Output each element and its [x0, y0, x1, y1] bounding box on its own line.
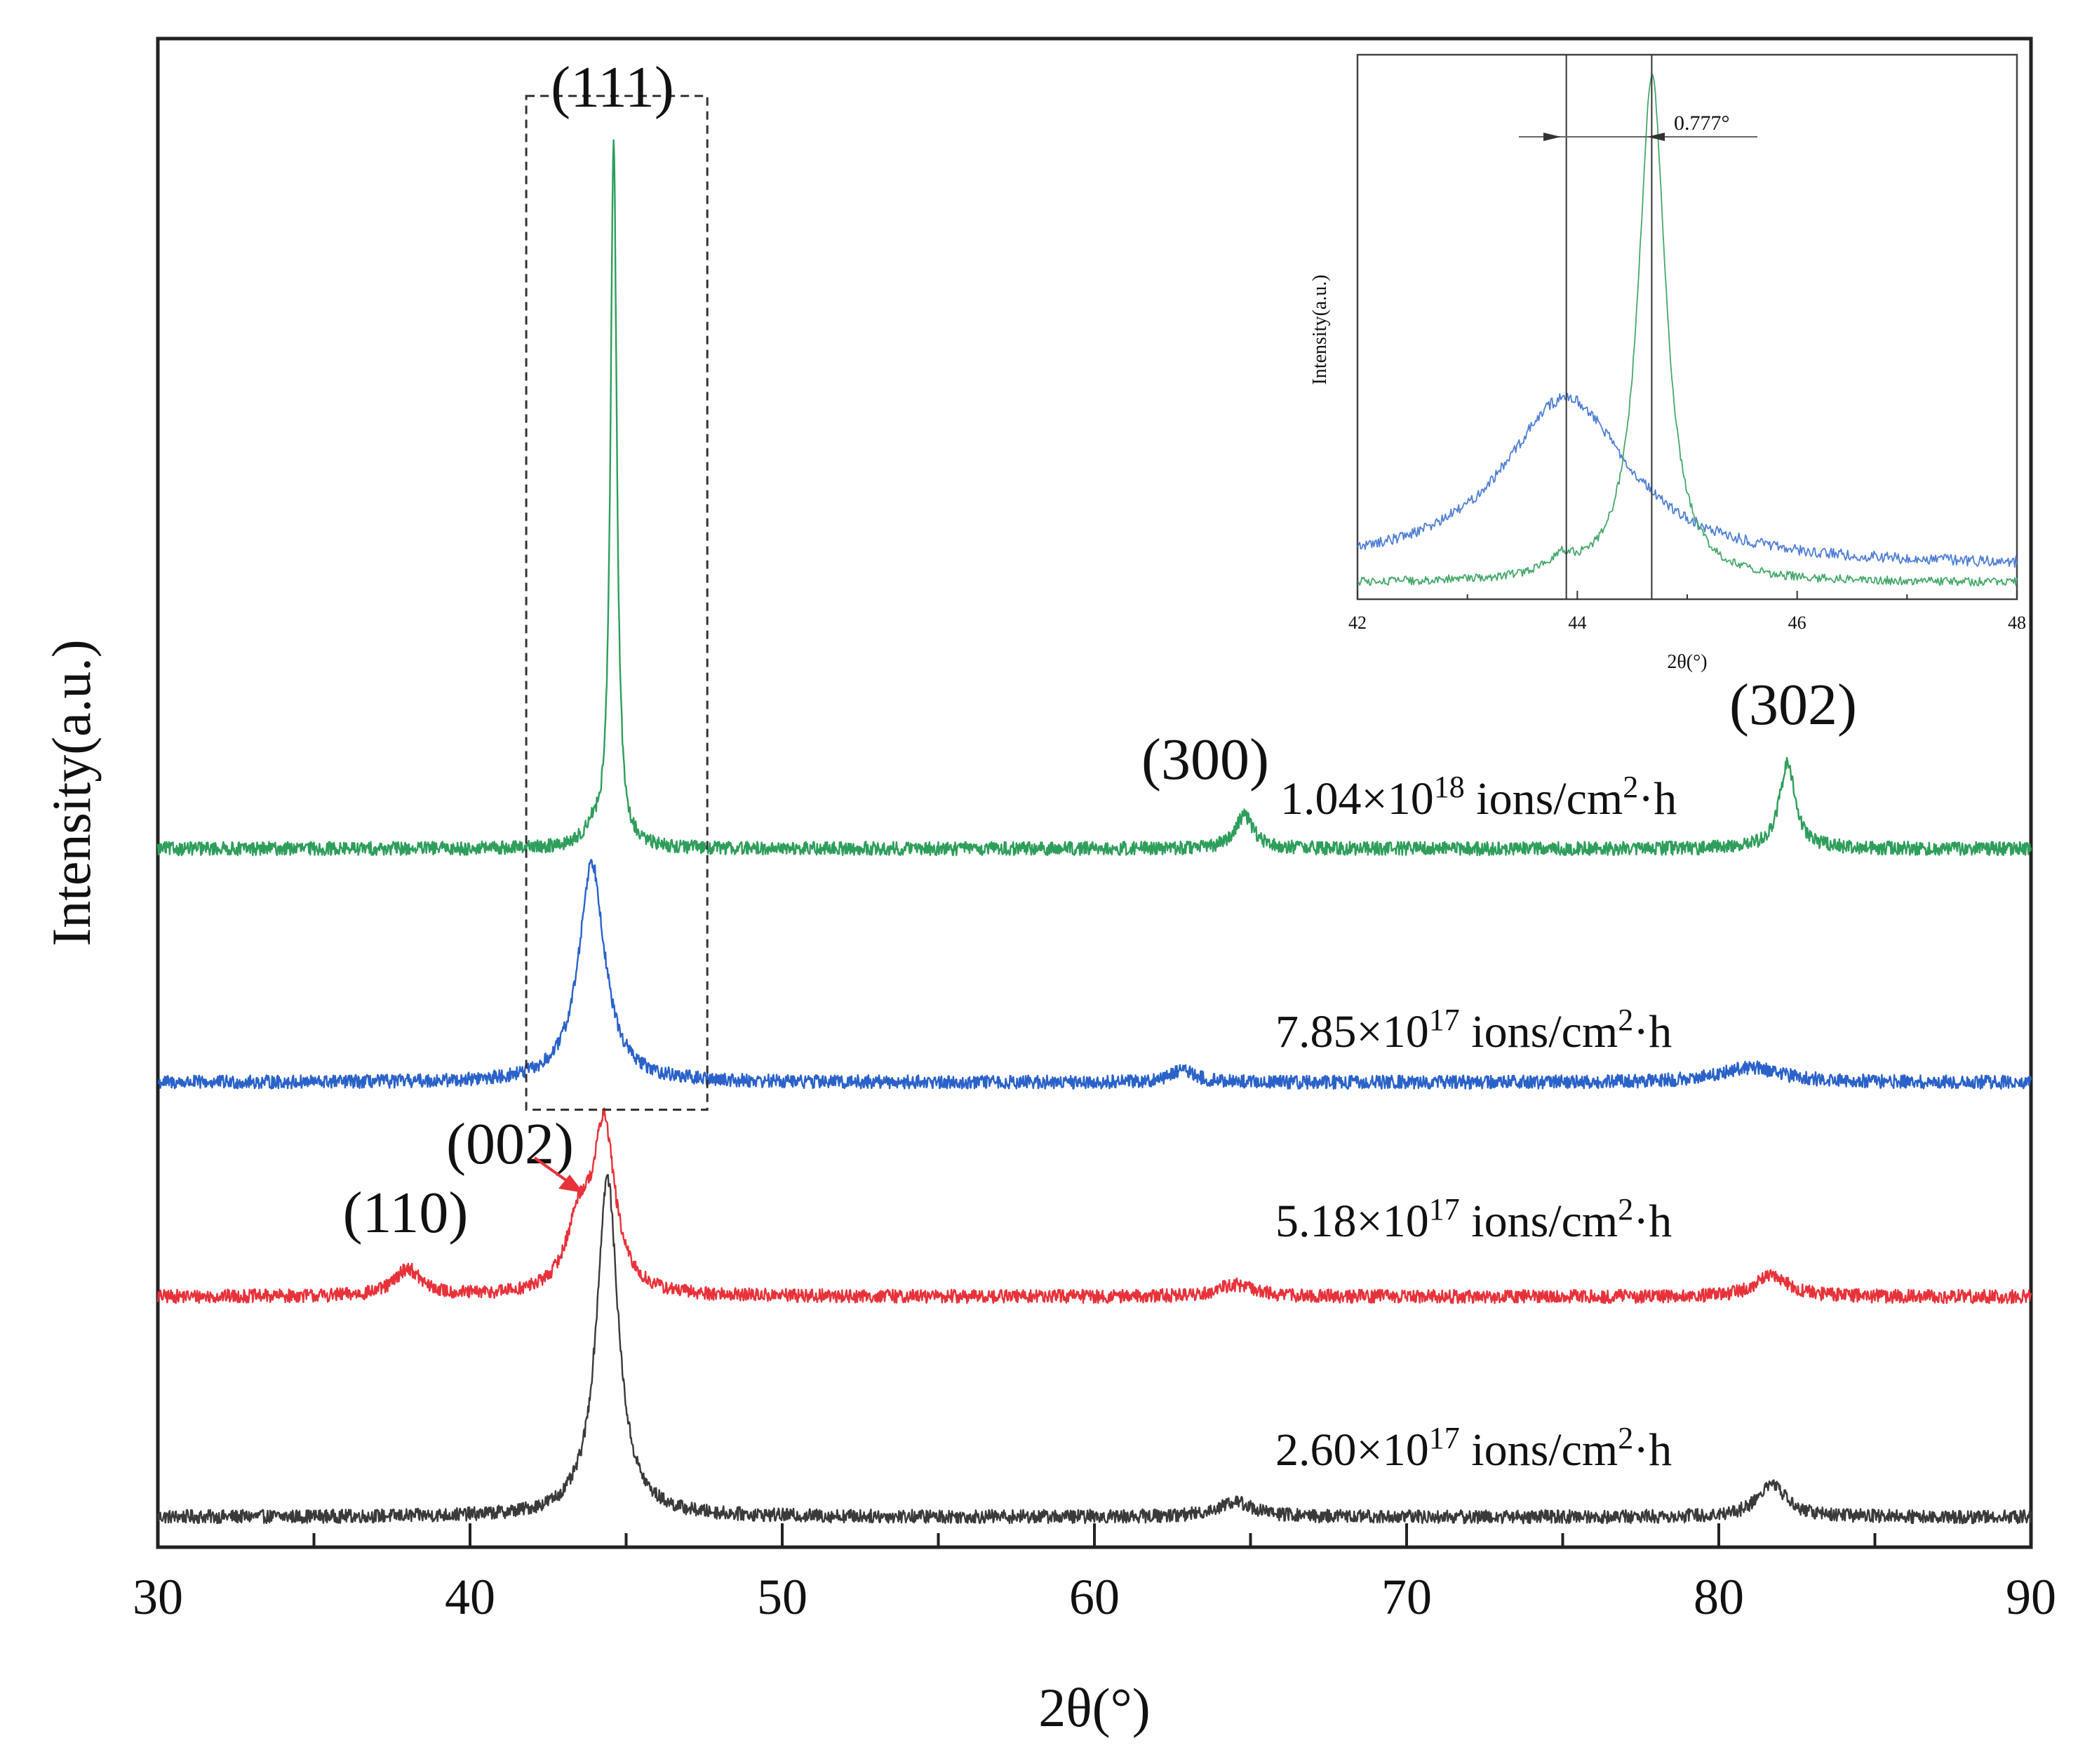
x-tick-label: 70	[1381, 1569, 1432, 1625]
series-labels: 1.04×1018 ions/cm2·h 7.85×1017 ions/cm2·…	[1275, 770, 1677, 1476]
series-label-2-60e17: 2.60×1017 ions/cm2·h	[1275, 1421, 1672, 1476]
peak-label-111: (111)	[551, 55, 674, 120]
series-line-1	[156, 1107, 2032, 1304]
x-tick-label: 90	[2006, 1569, 2056, 1625]
inset-x-tick-label: 44	[1568, 613, 1586, 633]
series-label-1-04e18: 1.04×1018 ions/cm2·h	[1280, 770, 1677, 825]
series-label-5-18e17: 5.18×1017 ions/cm2·h	[1275, 1192, 1672, 1248]
inset-x-tick-label: 42	[1348, 613, 1367, 633]
highlight-box	[525, 95, 709, 1111]
peak-label-302: (302)	[1729, 672, 1857, 737]
peak-label-110: (110)	[343, 1180, 469, 1245]
x-tick-label: 60	[1069, 1569, 1120, 1625]
shift-value-label: 0.777°	[1674, 112, 1730, 135]
inset-shift-annotation: 0.777°	[1519, 112, 1757, 141]
shift-arrow-right-icon	[1647, 133, 1665, 141]
series-line-2	[157, 859, 2032, 1090]
inset-series-line-blue	[1357, 392, 2018, 568]
main-series-group	[156, 139, 2032, 1525]
peak-annotations: (111) (300) (302) (002) (110)	[343, 55, 1857, 1245]
inset-series-group	[1357, 73, 2018, 587]
series-line-3	[156, 139, 2032, 857]
inset-plot-frame	[1356, 53, 2018, 601]
x-tick-label: 30	[133, 1569, 183, 1625]
x-axis-title: 2θ(°)	[1038, 1677, 1151, 1738]
series-line-0	[156, 1174, 2032, 1525]
inset-plot: 42 44 46 48 0.777° 2θ(°) Intensity(a.u.)	[1309, 53, 2026, 673]
shift-arrow-left-icon	[1543, 133, 1561, 141]
arrow-head	[558, 1175, 584, 1193]
inset-x-tick-label: 46	[1788, 613, 1806, 633]
peak-label-300: (300)	[1141, 727, 1269, 792]
inset-reference-lines	[1565, 55, 1653, 599]
series-label-7-85e17: 7.85×1017 ions/cm2·h	[1275, 1003, 1672, 1058]
x-tick-label: 50	[757, 1569, 807, 1625]
x-axis-ticks: 30 40 50 60 70 80 90	[133, 1523, 2056, 1625]
peak-label-002: (002)	[446, 1111, 574, 1177]
inset-series-line-green	[1357, 73, 2018, 587]
inset-x-axis-title: 2θ(°)	[1667, 651, 1707, 673]
y-axis-title: Intensity(a.u.)	[41, 639, 102, 947]
main-plot: 30 40 50 60 70 80 90 1.04×1018 ions/cm2·h 7.85…	[41, 36, 2056, 1738]
inset-x-tick-label: 48	[2008, 613, 2026, 633]
inset-y-axis-title: Intensity(a.u.)	[1309, 274, 1331, 385]
x-tick-label: 40	[445, 1569, 495, 1625]
x-tick-label: 80	[1694, 1569, 1744, 1625]
highlight-box-group	[525, 95, 709, 1111]
peak-002-arrow	[533, 1156, 584, 1193]
inset-x-axis-ticks: 42 44 46 48	[1348, 591, 2026, 633]
